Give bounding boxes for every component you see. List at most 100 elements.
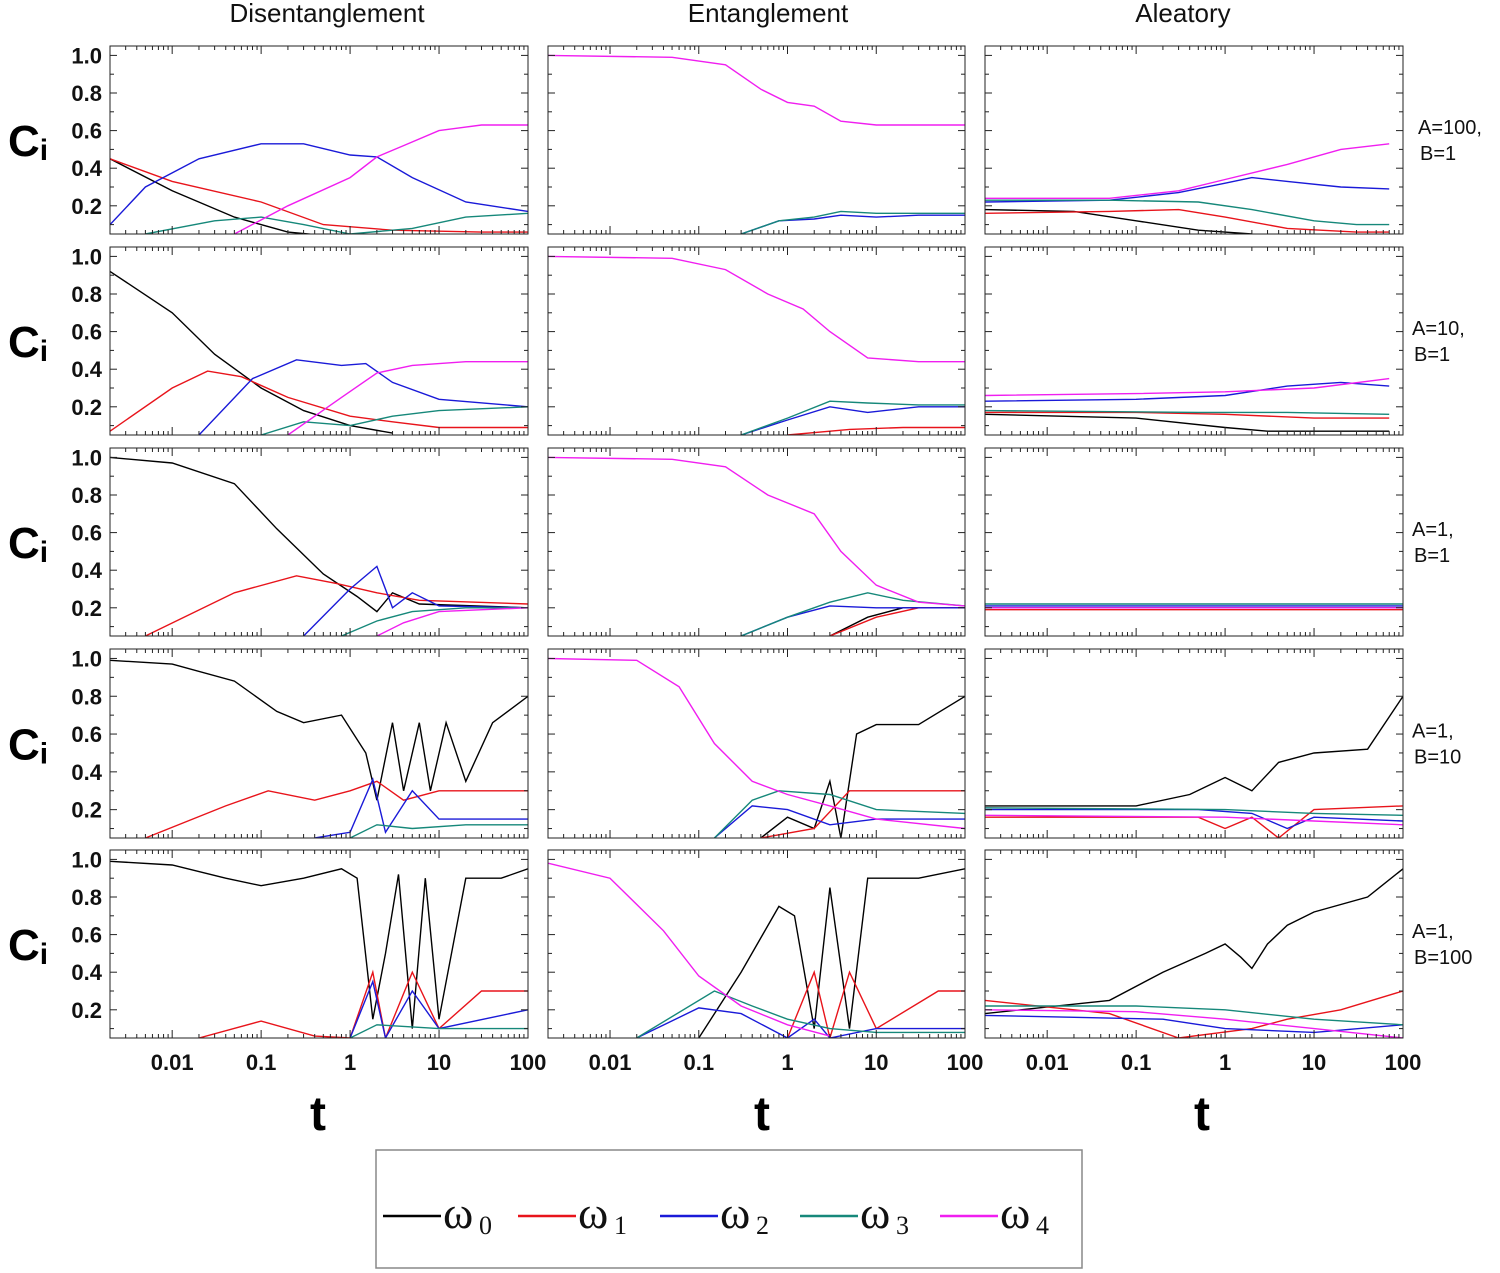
row-label: B=100 [1414,947,1472,969]
series-line-ω2 [985,176,1390,203]
panel [984,648,1404,839]
ytick-label: 0.6 [71,320,102,345]
row-label: B=1 [1420,143,1456,165]
xtick-label: 100 [510,1050,547,1075]
column-title: Disentanglement [229,0,425,28]
series-line-ω4 [548,255,965,363]
ytick-label: 0.2 [71,798,102,823]
xtick-label: 0.01 [589,1050,632,1075]
panel-series [110,124,528,234]
legend-symbol: ω [578,1187,608,1238]
legend-symbol: ω [443,1187,473,1238]
panel-frame [547,849,966,1039]
xtick-label: 10 [1302,1050,1326,1075]
series-line-ω0 [760,695,965,838]
legend-box [375,1149,1083,1269]
panel [984,447,1404,637]
panel-frame [984,648,1404,839]
ytick-label: 0.6 [71,923,102,948]
legend-subscript: 0 [479,1211,492,1240]
ytick-label: 0.6 [71,119,102,144]
y-axis-label-sub: i [40,335,48,368]
series-line-ω0 [985,868,1403,1015]
series-line-ω0 [110,158,317,234]
column-title: Aleatory [1135,0,1230,28]
y-axis-label-main: C [8,721,40,770]
series-line-ω3 [985,1005,1403,1026]
series-line-ω4 [985,1009,1403,1038]
row-label: A=1, [1412,921,1454,943]
panel: 0.01 0.1 1 10 100 [984,849,1421,1075]
ytick-label: 0.4 [71,357,102,382]
ytick-label: 0.4 [71,156,102,181]
row-label: A=10, [1412,318,1465,340]
panel-frame [109,648,529,839]
series-line-ω2 [110,143,528,226]
series-line-ω2 [740,605,965,636]
row-label: A=1, [1412,519,1454,541]
series-line-ω3 [985,409,1390,415]
series-line-ω0 [110,860,528,1029]
panel: 0.01 0.1 1 10 100 [547,849,983,1075]
xtick-label: 0.01 [151,1050,194,1075]
y-axis-label-sub: i [40,938,48,971]
series-line-ω3 [349,824,528,838]
panel: 0.2 0.4 0.6 0.8 1.0 Ci [8,646,529,839]
panel: 0.2 0.4 0.6 0.8 1.0 Ci 0.01 0.1 1 10 100 [8,847,546,1075]
panel-series [110,456,528,636]
series-line-ω3 [713,790,965,838]
series-line-ω3 [260,406,528,435]
series-line-ω2 [740,406,965,435]
panel-series [985,868,1403,1038]
row-label: B=10 [1414,747,1461,769]
series-line-ω2 [636,1007,965,1038]
x-axis-label: t [754,1088,770,1141]
series-line-ω2 [198,359,528,435]
series-line-ω4 [548,657,965,830]
panel-series [548,255,965,435]
x-axis-label: t [1194,1088,1210,1141]
y-axis-label: Ci [8,117,48,167]
legend-subscript: 4 [1036,1211,1049,1240]
series-line-ω3 [985,199,1390,226]
ytick-label: 1.0 [71,244,102,269]
series-line-ω0 [110,456,528,613]
series-line-ω0 [110,659,528,801]
series-line-ω4 [985,377,1390,397]
series-line-ω2 [349,979,528,1038]
legend-symbol: ω [1000,1187,1030,1238]
panel [547,447,966,637]
xtick-label: 0.1 [246,1050,277,1075]
series-line-ω3 [740,400,965,435]
series-line-ω1 [110,370,528,432]
y-axis-label-sub: i [40,536,48,569]
xtick-label: 0.1 [1121,1050,1152,1075]
series-line-ω3 [145,212,528,234]
panel-series [548,657,965,838]
y-axis-label: Ci [8,721,48,771]
ytick-label: 0.4 [71,558,102,583]
panel-frame [984,45,1404,235]
panel-series [110,860,528,1038]
ytick-label: 1.0 [71,43,102,68]
series-line-ω3 [349,1024,528,1038]
series-line-ω2 [713,805,965,838]
series-line-ω3 [740,592,965,636]
panel-series [985,695,1403,838]
panel: 0.2 0.4 0.6 0.8 1.0 Ci [8,244,529,436]
series-line-ω4 [985,814,1403,826]
ytick-label: 0.6 [71,722,102,747]
panel-series [985,603,1403,611]
ytick-label: 0.8 [71,483,102,508]
panel [984,45,1404,235]
y-axis-label-sub: i [40,134,48,167]
panel-frame [547,648,966,839]
panel-series [110,659,528,838]
ytick-label: 0.4 [71,960,102,985]
panel [547,246,966,436]
legend-subscript: 3 [896,1211,909,1240]
panel-frame [984,447,1404,637]
series-line-ω0 [110,270,393,434]
ytick-label: 1.0 [71,646,102,671]
